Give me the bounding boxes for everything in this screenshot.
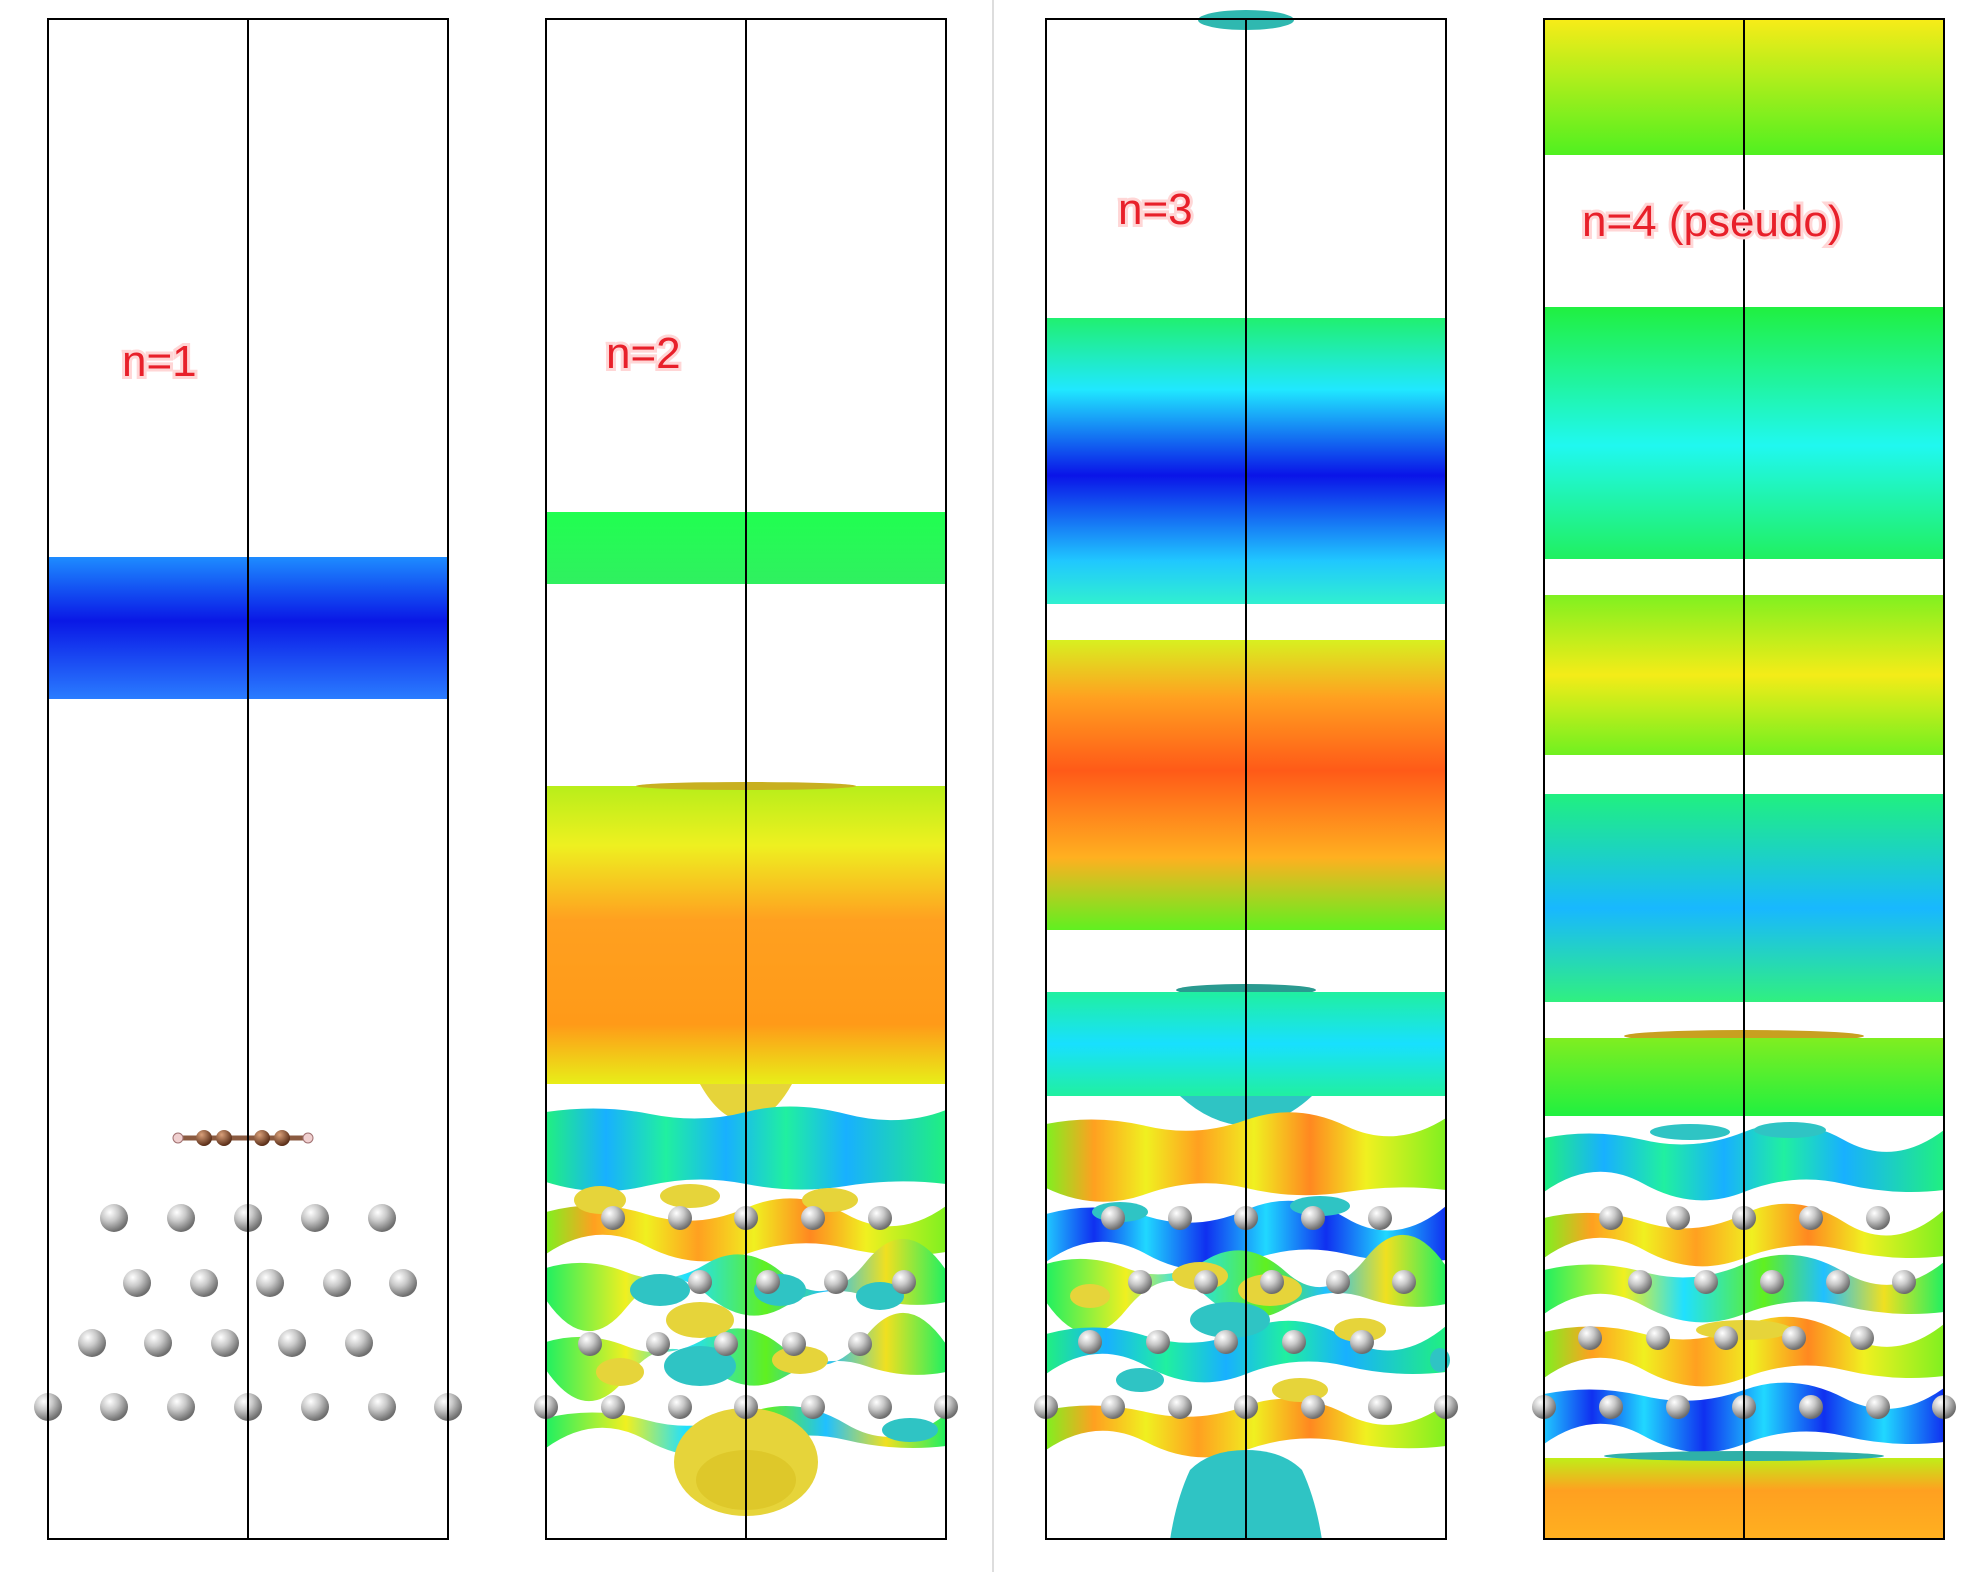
metal-atom-icon <box>1850 1326 1874 1350</box>
panel-label: n=2 <box>606 329 681 378</box>
metal-atom-icon <box>1866 1206 1890 1230</box>
metal-atom-icon <box>1892 1270 1916 1294</box>
metal-atom-icon <box>34 1204 462 1421</box>
metal-atom-icon <box>167 1393 195 1421</box>
metal-atom-icon <box>1260 1270 1284 1294</box>
metal-atom-icon <box>301 1393 329 1421</box>
metal-atom-icon <box>1146 1330 1170 1354</box>
metal-atom-icon <box>1628 1270 1652 1294</box>
metal-atom-icon <box>1599 1206 1623 1230</box>
metal-atom-icon <box>801 1206 825 1230</box>
metal-atom-icon <box>100 1204 128 1232</box>
metal-atom-icon <box>368 1204 396 1232</box>
metal-atom-icon <box>1392 1270 1416 1294</box>
metal-atom-icon <box>1368 1206 1392 1230</box>
panel-n4-pseudo: n=4 (pseudo) <box>1532 18 1956 1540</box>
metal-atom-icon <box>578 1332 602 1356</box>
metal-atom-icon <box>123 1269 151 1297</box>
metal-atom-icon <box>190 1269 218 1297</box>
metal-atom-icon <box>1034 1206 1458 1419</box>
metal-atom-icon <box>1214 1330 1238 1354</box>
metal-atom-icon <box>1128 1270 1152 1294</box>
metal-atom-icon <box>144 1329 172 1357</box>
metal-atom-icon <box>389 1269 417 1297</box>
panel-label: n=3 <box>1118 185 1193 234</box>
metal-atom-icon <box>1326 1270 1350 1294</box>
metal-atom-icon <box>782 1332 806 1356</box>
metal-atom-icon <box>100 1393 128 1421</box>
metal-atom-icon <box>323 1269 351 1297</box>
panel-n3: n=3 <box>1034 10 1458 1540</box>
metal-atom-icon <box>1168 1206 1192 1230</box>
metal-atom-icon <box>1694 1270 1718 1294</box>
metal-atom-icon <box>868 1395 892 1419</box>
metal-atom-icon <box>1078 1330 1102 1354</box>
metal-atom-icon <box>1578 1326 1602 1350</box>
metal-atom-icon <box>1368 1395 1392 1419</box>
metal-atom-icon <box>1646 1326 1670 1350</box>
metal-atom-icon <box>256 1269 284 1297</box>
metal-atom-icon <box>801 1395 825 1419</box>
metal-atom-icon <box>211 1329 239 1357</box>
metal-atom-icon <box>668 1395 692 1419</box>
metal-atom-icon <box>601 1206 625 1230</box>
metal-atom-icon <box>1599 1395 1623 1419</box>
metal-atom-icon <box>756 1270 780 1294</box>
metal-atom-icon <box>848 1332 872 1356</box>
metal-atom-icon <box>1194 1270 1218 1294</box>
metal-atom-icon <box>1799 1206 1823 1230</box>
metal-atom-icon <box>1799 1395 1823 1419</box>
metal-atom-icon <box>868 1206 892 1230</box>
metal-atom-icon <box>646 1332 670 1356</box>
metal-atom-icon <box>1866 1395 1890 1419</box>
panel-n2: n=2 <box>534 18 958 1540</box>
metal-atom-icon <box>1532 1206 1956 1419</box>
metal-atom-icon <box>345 1329 373 1357</box>
metal-atom-icon <box>601 1395 625 1419</box>
panel-label: n=1 <box>122 337 197 386</box>
metal-atom-icon <box>301 1204 329 1232</box>
metal-atom-icon <box>714 1332 738 1356</box>
panel-label: n=4 (pseudo) <box>1582 197 1843 246</box>
molecule-icon <box>172 1130 314 1146</box>
metal-atom-icon <box>892 1270 916 1294</box>
metal-atom-icon <box>278 1329 306 1357</box>
metal-atom-icon <box>1168 1395 1192 1419</box>
metal-atom-icon <box>1301 1206 1325 1230</box>
metal-atom-icon <box>1666 1206 1690 1230</box>
metal-atom-icon <box>668 1206 692 1230</box>
metal-atom-icon <box>1782 1326 1806 1350</box>
panel-n1: n=1 <box>34 18 462 1540</box>
metal-atom-icon <box>1282 1330 1306 1354</box>
metal-atom-icon <box>1666 1395 1690 1419</box>
metal-atom-icon <box>1826 1270 1850 1294</box>
metal-atom-icon <box>1350 1330 1374 1354</box>
metal-atom-icon <box>1760 1270 1784 1294</box>
metal-atom-icon <box>368 1393 396 1421</box>
metal-atom-icon <box>1101 1206 1125 1230</box>
metal-atom-icon <box>824 1270 848 1294</box>
metal-atom-icon <box>1101 1395 1125 1419</box>
metal-atom-icon <box>1714 1326 1738 1350</box>
metal-atom-icon <box>688 1270 712 1294</box>
metal-atom-icon <box>78 1329 106 1357</box>
metal-atom-icon <box>167 1204 195 1232</box>
metal-atom-icon <box>1301 1395 1325 1419</box>
